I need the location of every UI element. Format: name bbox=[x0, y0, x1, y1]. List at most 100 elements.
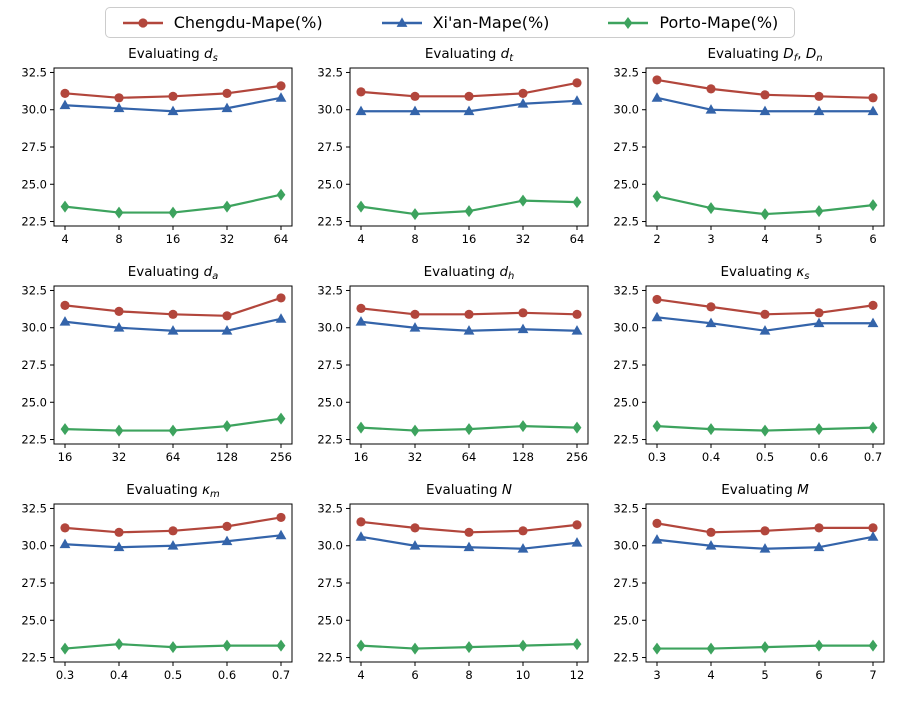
svg-text:16: 16 bbox=[58, 450, 73, 464]
subplot-da: 22.5 25.0 27.5 30.0 32.5 16 32 64 128 256 Evaluati… bbox=[21, 264, 293, 464]
legend-entry-chengdu: Chengdu-Mape(%) bbox=[122, 13, 323, 32]
svg-text:Evaluating da: Evaluating da bbox=[128, 264, 219, 282]
svg-text:25.0: 25.0 bbox=[21, 395, 47, 409]
svg-text:5: 5 bbox=[761, 668, 768, 682]
svg-text:4: 4 bbox=[707, 668, 714, 682]
subplot-kappa-s: 22.5 25.0 27.5 30.0 32.5 0.3 0.4 0.5 0.6 0.7 Evalu… bbox=[613, 264, 885, 464]
subplot-dt: 22.5 25.0 27.5 30.0 32.5 4 8 16 32 64 Evaluating d… bbox=[317, 46, 589, 246]
svg-text:0.6: 0.6 bbox=[810, 450, 828, 464]
svg-text:32: 32 bbox=[112, 450, 127, 464]
svg-text:256: 256 bbox=[566, 450, 588, 464]
svg-text:4: 4 bbox=[357, 668, 364, 682]
svg-text:25.0: 25.0 bbox=[613, 613, 639, 627]
svg-text:2: 2 bbox=[653, 232, 660, 246]
svg-text:32.5: 32.5 bbox=[21, 501, 47, 515]
svg-text:32.5: 32.5 bbox=[317, 283, 343, 297]
svg-text:32.5: 32.5 bbox=[317, 501, 343, 515]
svg-text:3: 3 bbox=[707, 232, 714, 246]
svg-text:25.0: 25.0 bbox=[21, 177, 47, 191]
svg-text:32: 32 bbox=[408, 450, 423, 464]
svg-text:22.5: 22.5 bbox=[613, 651, 639, 665]
svg-text:Evaluating dt: Evaluating dt bbox=[425, 46, 514, 64]
legend-entry-xian: Xi'an-Mape(%) bbox=[381, 13, 550, 32]
subplot-df-dn: 22.5 25.0 27.5 30.0 32.5 2 3 4 5 6 Evaluating Df, … bbox=[613, 46, 885, 246]
svg-text:0.7: 0.7 bbox=[272, 668, 290, 682]
svg-text:25.0: 25.0 bbox=[613, 395, 639, 409]
svg-text:32: 32 bbox=[516, 232, 531, 246]
legend-label-porto: Porto-Mape(%) bbox=[659, 13, 779, 32]
svg-text:27.5: 27.5 bbox=[613, 576, 639, 590]
svg-text:30.0: 30.0 bbox=[613, 103, 639, 117]
svg-text:10: 10 bbox=[516, 668, 531, 682]
svg-text:64: 64 bbox=[462, 450, 477, 464]
svg-text:8: 8 bbox=[115, 232, 122, 246]
charts-grid: 22.5 25.0 27.5 30.0 32.5 4 8 16 32 64 Evaluating d… bbox=[8, 42, 900, 696]
svg-text:32.5: 32.5 bbox=[21, 65, 47, 79]
svg-text:128: 128 bbox=[216, 450, 238, 464]
svg-text:Evaluating Df, Dn: Evaluating Df, Dn bbox=[707, 46, 822, 64]
svg-text:27.5: 27.5 bbox=[317, 358, 343, 372]
svg-text:4: 4 bbox=[761, 232, 768, 246]
svg-text:22.5: 22.5 bbox=[317, 433, 343, 447]
svg-text:3: 3 bbox=[653, 668, 660, 682]
svg-text:Evaluating M: Evaluating M bbox=[721, 482, 809, 498]
legend-label-chengdu: Chengdu-Mape(%) bbox=[173, 13, 323, 32]
svg-text:32.5: 32.5 bbox=[317, 65, 343, 79]
svg-text:32.5: 32.5 bbox=[613, 283, 639, 297]
svg-text:27.5: 27.5 bbox=[21, 576, 47, 590]
svg-text:27.5: 27.5 bbox=[21, 358, 47, 372]
svg-text:32.5: 32.5 bbox=[613, 65, 639, 79]
svg-text:25.0: 25.0 bbox=[21, 613, 47, 627]
svg-text:27.5: 27.5 bbox=[317, 140, 343, 154]
svg-text:16: 16 bbox=[166, 232, 181, 246]
svg-text:30.0: 30.0 bbox=[317, 539, 343, 553]
subplot-dh: 22.5 25.0 27.5 30.0 32.5 16 32 64 128 256 Evaluati… bbox=[317, 264, 589, 464]
subplot-ds: 22.5 25.0 27.5 30.0 32.5 4 8 16 32 64 Evaluating d… bbox=[21, 46, 293, 246]
svg-text:25.0: 25.0 bbox=[317, 613, 343, 627]
legend: Chengdu-Mape(%) Xi'an-Mape(%) Porto-Mape… bbox=[104, 7, 796, 38]
svg-text:256: 256 bbox=[270, 450, 292, 464]
svg-text:30.0: 30.0 bbox=[317, 321, 343, 335]
legend-marker-circle-icon bbox=[122, 17, 163, 28]
svg-text:Evaluating dh: Evaluating dh bbox=[424, 264, 515, 282]
svg-text:0.4: 0.4 bbox=[702, 450, 720, 464]
svg-text:16: 16 bbox=[354, 450, 369, 464]
svg-text:6: 6 bbox=[411, 668, 418, 682]
svg-text:6: 6 bbox=[869, 232, 876, 246]
svg-text:0.3: 0.3 bbox=[648, 450, 666, 464]
legend-entry-porto: Porto-Mape(%) bbox=[607, 13, 778, 32]
svg-text:64: 64 bbox=[570, 232, 585, 246]
svg-text:32.5: 32.5 bbox=[613, 501, 639, 515]
svg-text:27.5: 27.5 bbox=[613, 140, 639, 154]
svg-text:30.0: 30.0 bbox=[21, 103, 47, 117]
svg-text:16: 16 bbox=[462, 232, 477, 246]
svg-text:22.5: 22.5 bbox=[613, 215, 639, 229]
svg-text:25.0: 25.0 bbox=[317, 177, 343, 191]
svg-text:0.5: 0.5 bbox=[756, 450, 774, 464]
svg-text:8: 8 bbox=[411, 232, 418, 246]
svg-text:4: 4 bbox=[61, 232, 68, 246]
svg-text:0.6: 0.6 bbox=[218, 668, 236, 682]
svg-text:25.0: 25.0 bbox=[317, 395, 343, 409]
svg-text:30.0: 30.0 bbox=[21, 321, 47, 335]
legend-label-xian: Xi'an-Mape(%) bbox=[432, 13, 550, 32]
svg-text:30.0: 30.0 bbox=[613, 539, 639, 553]
subplot-m: 22.5 25.0 27.5 30.0 32.5 3 4 5 6 7 Evaluating M bbox=[613, 482, 885, 682]
svg-text:27.5: 27.5 bbox=[21, 140, 47, 154]
svg-text:30.0: 30.0 bbox=[317, 103, 343, 117]
svg-text:22.5: 22.5 bbox=[21, 433, 47, 447]
svg-text:30.0: 30.0 bbox=[21, 539, 47, 553]
legend-marker-triangle-icon bbox=[381, 16, 422, 27]
svg-text:32.5: 32.5 bbox=[21, 283, 47, 297]
svg-text:22.5: 22.5 bbox=[21, 215, 47, 229]
svg-text:30.0: 30.0 bbox=[613, 321, 639, 335]
svg-text:8: 8 bbox=[465, 668, 472, 682]
subplot-n: 22.5 25.0 27.5 30.0 32.5 4 6 8 10 12 Evaluating N bbox=[317, 482, 589, 682]
svg-text:22.5: 22.5 bbox=[613, 433, 639, 447]
svg-text:Evaluating κm: Evaluating κm bbox=[126, 482, 220, 500]
svg-text:27.5: 27.5 bbox=[317, 576, 343, 590]
svg-text:128: 128 bbox=[512, 450, 534, 464]
svg-text:4: 4 bbox=[357, 232, 364, 246]
svg-text:Evaluating κs: Evaluating κs bbox=[720, 264, 809, 282]
svg-text:6: 6 bbox=[815, 668, 822, 682]
